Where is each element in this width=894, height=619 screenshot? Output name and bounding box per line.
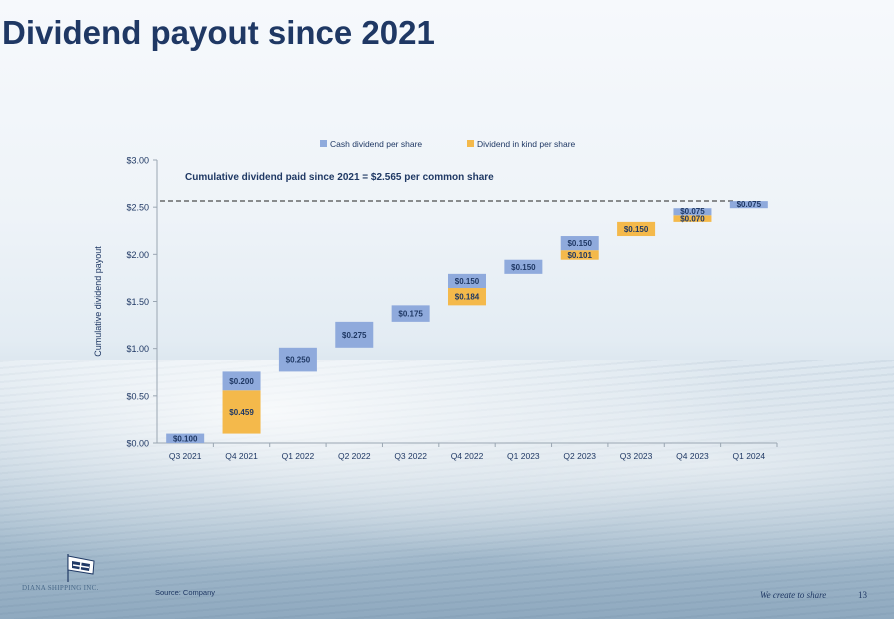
- x-tick-label: Q2 2022: [338, 451, 371, 461]
- bar-dividend-in-kind: [222, 390, 261, 434]
- y-tick-label: $2.00: [126, 250, 149, 260]
- y-tick-label: $1.00: [126, 344, 149, 354]
- x-tick-label: Q3 2022: [394, 451, 427, 461]
- x-tick-label: Q4 2022: [451, 451, 484, 461]
- bar-dividend-in-kind: [617, 221, 656, 237]
- bar-label-cash-dividend: $0.150: [567, 239, 592, 248]
- bar-cash-dividend: [560, 236, 599, 251]
- bar-dividend-in-kind: [560, 250, 599, 260]
- x-tick-label: Q3 2023: [620, 451, 653, 461]
- bar-label-cash-dividend: $0.150: [455, 277, 480, 286]
- x-tick-label: Q4 2023: [676, 451, 709, 461]
- bar-label-dividend-in-kind: $0.184: [455, 293, 480, 302]
- company-logo-icon: [67, 554, 95, 582]
- x-tick-label: Q2 2023: [563, 451, 596, 461]
- x-tick-label: Q1 2024: [733, 451, 766, 461]
- bar-label-cash-dividend: $0.150: [511, 263, 536, 272]
- page-number: 13: [858, 590, 867, 600]
- bar-cash-dividend: [448, 273, 486, 289]
- bar-label-cash-dividend: $0.250: [286, 356, 311, 365]
- bar-cash-dividend: [729, 201, 768, 209]
- x-tick-label: Q3 2021: [169, 451, 202, 461]
- company-name: DIANA SHIPPING INC.: [22, 584, 99, 592]
- bar-label-cash-dividend: $0.275: [342, 331, 367, 340]
- y-tick-label: $0.00: [126, 439, 149, 449]
- x-tick-label: Q1 2022: [282, 451, 315, 461]
- y-tick-label: $1.50: [126, 297, 149, 307]
- legend-swatch: [467, 140, 474, 147]
- legend-label: Dividend in kind per share: [477, 139, 576, 149]
- bar-label-cash-dividend: $0.075: [680, 207, 705, 216]
- bar-cash-dividend: [673, 208, 712, 216]
- bar-label-dividend-in-kind: $0.150: [624, 225, 649, 234]
- chart-annotation: Cumulative dividend paid since 2021 = $2…: [185, 172, 494, 183]
- bar-label-dividend-in-kind: $0.101: [567, 251, 592, 260]
- bar-label-cash-dividend: $0.100: [173, 434, 198, 443]
- y-tick-label: $3.00: [126, 156, 149, 166]
- bar-cash-dividend: [391, 305, 430, 322]
- legend-swatch: [320, 140, 327, 147]
- page-title: Dividend payout since 2021: [2, 14, 435, 51]
- x-tick-label: Q4 2021: [225, 451, 258, 461]
- bar-label-cash-dividend: $0.175: [398, 310, 423, 319]
- bar-cash-dividend: [278, 347, 317, 372]
- y-axis-title: Cumulative dividend payout: [93, 246, 103, 357]
- y-tick-label: $2.50: [126, 203, 149, 213]
- bar-label-dividend-in-kind: $0.459: [229, 408, 254, 417]
- bar-label-cash-dividend: $0.075: [737, 200, 762, 209]
- bar-cash-dividend: [166, 433, 205, 443]
- bar-dividend-in-kind: [673, 215, 712, 222]
- x-tick-label: Q1 2023: [507, 451, 540, 461]
- bar-label-cash-dividend: $0.200: [229, 377, 254, 386]
- source-note: Source: Company: [155, 588, 216, 597]
- legend-label: Cash dividend per share: [330, 139, 422, 149]
- y-tick-label: $0.50: [126, 391, 149, 401]
- tagline: We create to share: [760, 590, 827, 600]
- bar-cash-dividend: [504, 259, 543, 274]
- bar-label-dividend-in-kind: $0.070: [680, 214, 705, 223]
- bar-cash-dividend: [335, 321, 374, 348]
- bar-cash-dividend: [222, 371, 261, 391]
- bar-dividend-in-kind: [448, 288, 486, 306]
